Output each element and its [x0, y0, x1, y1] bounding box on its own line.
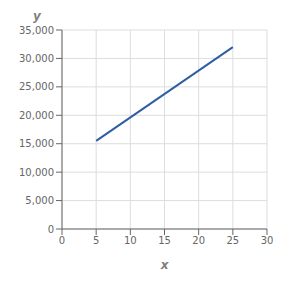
svg-text:30: 30	[261, 235, 274, 246]
svg-text:35,000: 35,000	[19, 25, 54, 36]
svg-text:20,000: 20,000	[19, 110, 54, 121]
svg-text:5: 5	[93, 235, 99, 246]
svg-text:15,000: 15,000	[19, 138, 54, 149]
svg-text:25,000: 25,000	[19, 81, 54, 92]
svg-text:y: y	[33, 9, 42, 23]
svg-text:10: 10	[124, 235, 137, 246]
svg-text:5,000: 5,000	[25, 195, 54, 206]
svg-text:0: 0	[48, 224, 54, 235]
svg-text:15: 15	[158, 235, 171, 246]
svg-text:30,000: 30,000	[19, 53, 54, 64]
svg-text:25: 25	[226, 235, 239, 246]
svg-text:20: 20	[192, 235, 205, 246]
svg-text:0: 0	[59, 235, 65, 246]
svg-text:x: x	[160, 258, 170, 272]
svg-text:10,000: 10,000	[19, 167, 54, 178]
